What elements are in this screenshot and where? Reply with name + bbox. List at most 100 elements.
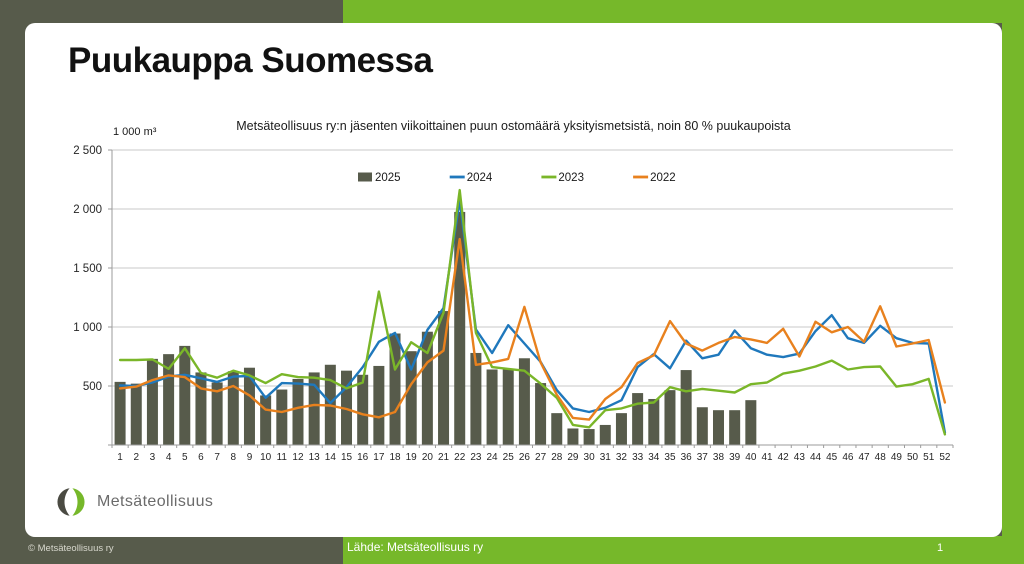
bar-week-12	[292, 378, 304, 445]
x-tick-label: 28	[551, 452, 563, 463]
chart-area: 500 1 000 1 500 2 000 2 500 1 2 3 4 5 6 7 8 9 10 11 12 13…	[30, 140, 980, 485]
x-tick-label: 24	[487, 452, 499, 463]
bar-week-13	[308, 372, 320, 445]
bar-week-10	[260, 395, 272, 445]
x-tick-label: 31	[600, 452, 612, 463]
x-tick-label: 9	[247, 452, 253, 463]
x-tick-label: 34	[648, 452, 660, 463]
x-tick-label: 18	[389, 452, 401, 463]
y-tick-label: 2 000	[73, 204, 102, 216]
bar-week-36	[680, 370, 692, 445]
x-tick-label: 23	[470, 452, 482, 463]
x-tick-label: 17	[373, 452, 385, 463]
logo-text: Metsäteollisuus	[97, 493, 214, 510]
bar-week-33	[632, 393, 644, 445]
bar-week-18	[389, 333, 401, 445]
x-tick-label: 38	[713, 452, 725, 463]
x-tick-label: 37	[697, 452, 709, 463]
x-tick-label: 42	[778, 452, 790, 463]
bar-week-29	[567, 428, 579, 445]
x-tick-label: 45	[826, 452, 838, 463]
bar-week-16	[357, 374, 369, 445]
x-tick-label: 46	[842, 452, 854, 463]
bar-week-30	[583, 429, 595, 445]
x-tick-label: 48	[875, 452, 887, 463]
page-number: 1	[936, 542, 944, 554]
x-tick-label: 21	[438, 452, 450, 463]
bar-week-37	[696, 407, 708, 445]
bar-week-8	[227, 371, 239, 445]
bar-week-9	[243, 367, 255, 445]
x-tick-label: 4	[166, 452, 172, 463]
x-tick-label: 10	[260, 452, 272, 463]
logo: Metsäteollisuus	[56, 487, 213, 517]
x-tick-label: 20	[422, 452, 434, 463]
x-tick-label: 27	[535, 452, 547, 463]
copyright-text: © Metsäteollisuus ry	[28, 543, 114, 554]
legend-label-2022: 2022	[650, 172, 676, 184]
logo-green-crescent	[72, 488, 85, 516]
x-tick-label: 22	[454, 452, 466, 463]
line-series-2023	[118, 188, 947, 436]
logo-dark-crescent	[57, 488, 70, 516]
right-accent-band	[1002, 0, 1024, 564]
line-series-2024	[118, 199, 947, 434]
x-tick-label: 11	[277, 452, 288, 463]
bar-week-7	[211, 382, 223, 445]
x-tick-label: 5	[182, 452, 188, 463]
x-tick-label: 36	[681, 452, 693, 463]
bar-week-17	[373, 365, 385, 445]
x-tick-label: 35	[664, 452, 676, 463]
x-tick-label: 39	[729, 452, 741, 463]
x-tick-label: 49	[891, 452, 903, 463]
bar-week-31	[599, 424, 611, 445]
page-title: Puukauppa Suomessa	[68, 41, 433, 80]
bar-week-24	[486, 369, 498, 445]
bar-week-19	[405, 351, 417, 445]
x-tick-label: 43	[794, 452, 806, 463]
bar-week-35	[664, 390, 676, 445]
bar-week-23	[470, 352, 482, 445]
x-tick-label: 32	[616, 452, 628, 463]
legend-label-2024: 2024	[467, 172, 493, 184]
x-tick-label: 33	[632, 452, 644, 463]
x-tick-label: 40	[745, 452, 757, 463]
x-tick-label: 26	[519, 452, 531, 463]
bar-week-3	[146, 358, 158, 445]
x-tick-label: 15	[341, 452, 353, 463]
y-tick-label: 500	[83, 381, 102, 393]
bar-week-28	[551, 413, 563, 445]
x-tick-label: 3	[150, 452, 156, 463]
x-tick-label: 51	[923, 452, 935, 463]
x-tick-label: 8	[231, 452, 237, 463]
bar-week-38	[712, 410, 724, 445]
legend-label-2025: 2025	[375, 172, 401, 184]
x-tick-label: 25	[503, 452, 515, 463]
legend-label-2023: 2023	[558, 172, 584, 184]
bar-week-34	[648, 398, 660, 445]
y-tick-label: 2 500	[73, 145, 102, 157]
x-tick-label: 52	[939, 452, 951, 463]
bar-week-20	[421, 331, 433, 445]
y-tick-label: 1 500	[73, 263, 102, 275]
bar-week-26	[518, 358, 530, 445]
x-tick-label: 29	[567, 452, 579, 463]
x-tick-label: 50	[907, 452, 919, 463]
line-series-2022	[118, 237, 947, 421]
x-tick-label: 14	[325, 452, 337, 463]
x-tick-label: 44	[810, 452, 822, 463]
bar-week-39	[729, 410, 741, 445]
bar-week-27	[535, 383, 547, 445]
bar-week-40	[745, 400, 757, 445]
bar-week-1	[114, 381, 126, 445]
bar-week-2	[130, 383, 142, 445]
metsateollisuus-logo-icon	[56, 487, 86, 517]
x-tick-label: 2	[133, 452, 139, 463]
x-tick-label: 7	[214, 452, 220, 463]
x-tick-label: 30	[584, 452, 596, 463]
legend-marker-2025	[358, 172, 372, 182]
bar-week-4	[163, 354, 175, 445]
bar-week-6	[195, 372, 207, 445]
x-tick-label: 41	[761, 452, 773, 463]
